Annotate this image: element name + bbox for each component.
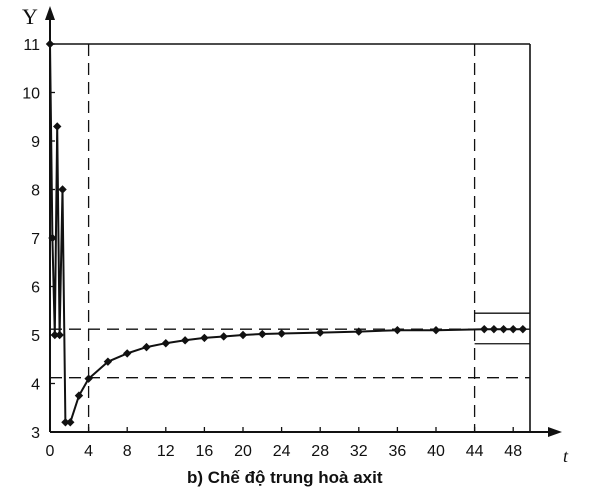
y-tick-label: 6 — [31, 280, 40, 297]
x-tick-label: 40 — [427, 443, 445, 460]
y-tick-label: 9 — [31, 134, 40, 151]
data-point-marker — [161, 339, 170, 348]
y-tick-label: 7 — [31, 231, 40, 248]
y-tick-label: 8 — [31, 183, 40, 200]
x-tick-label: 12 — [157, 443, 175, 460]
data-point-marker — [200, 333, 209, 343]
data-point-marker — [180, 336, 190, 345]
x-tick-label: 48 — [504, 443, 522, 460]
x-axis-label: t — [563, 446, 569, 466]
data-point-marker — [393, 325, 402, 335]
data-point-marker — [489, 324, 499, 334]
data-point-marker — [431, 325, 441, 335]
y-tick-label: 10 — [22, 86, 40, 103]
y-axis-arrow — [45, 6, 55, 20]
data-point-marker — [58, 185, 67, 194]
data-point-marker — [238, 330, 248, 340]
data-point-marker — [518, 324, 528, 334]
data-point-marker — [74, 391, 84, 400]
x-tick-label: 24 — [273, 443, 291, 460]
data-point-marker — [53, 122, 62, 131]
data-point-marker — [66, 418, 75, 427]
axes — [45, 6, 562, 437]
data-point-marker — [84, 374, 93, 383]
y-tick-label: 4 — [31, 377, 40, 394]
data-point-marker — [277, 329, 286, 338]
y-tick-label: 11 — [23, 37, 40, 54]
y-axis-label: Y — [22, 4, 38, 29]
data-point-marker — [61, 418, 70, 427]
series-group — [45, 39, 528, 427]
data-point-marker — [480, 324, 489, 334]
series-line — [49, 43, 523, 424]
data-point-marker — [499, 324, 508, 334]
x-tick-label: 20 — [234, 443, 252, 460]
x-tick-label: 44 — [466, 443, 484, 460]
data-point-marker — [219, 332, 228, 341]
data-point-marker — [258, 329, 267, 339]
x-axis-arrow — [548, 427, 562, 437]
x-tick-label: 32 — [350, 443, 368, 460]
chart-caption: b) Chế độ trung hoà axit — [187, 468, 383, 487]
x-tick-label: 28 — [311, 443, 329, 460]
data-point-marker — [316, 328, 325, 337]
x-tick-label: 4 — [84, 443, 93, 460]
data-point-marker — [103, 357, 113, 366]
x-tick-label: 8 — [123, 443, 132, 460]
y-tick-label: 5 — [31, 328, 40, 345]
data-point-marker — [509, 324, 518, 334]
x-tick-label: 36 — [389, 443, 407, 460]
reference-lines — [50, 44, 530, 432]
y-tick-label: 3 — [31, 425, 40, 442]
data-point-marker — [142, 342, 151, 352]
x-tick-label: 16 — [196, 443, 214, 460]
data-point-marker — [55, 330, 64, 340]
x-tick-label: 0 — [46, 443, 55, 460]
data-point-marker — [354, 327, 363, 336]
data-point-marker — [123, 349, 132, 358]
